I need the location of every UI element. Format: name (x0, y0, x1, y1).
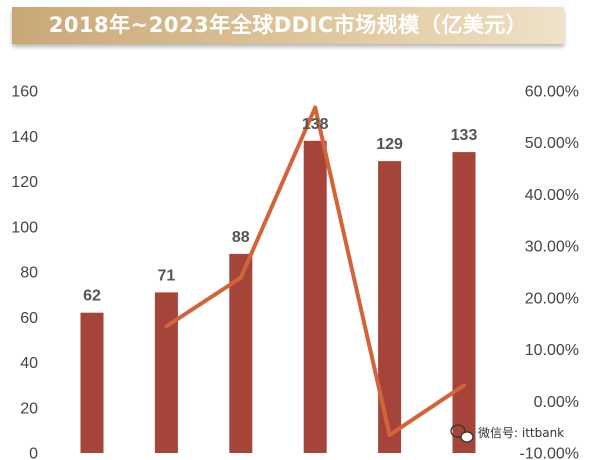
left-tick-label: 60 (20, 310, 38, 327)
bar-data-labels: 62 71 88 138 129 133 (83, 116, 477, 305)
data-label-2018: 62 (83, 288, 101, 305)
right-tick-label: 20.00% (525, 290, 579, 307)
bar-series (80, 140, 476, 454)
data-label-2021: 138 (302, 116, 329, 133)
wechat-id-text: 微信号: ittbank (478, 426, 564, 440)
data-label-2022: 129 (376, 136, 403, 153)
bar-2019 (154, 292, 178, 453)
chart-title: 2018年~2023年全球DDIC市场规模（亿美元） (48, 13, 528, 37)
right-tick-label: 0.00% (534, 394, 579, 411)
left-tick-label: 40 (20, 355, 38, 372)
data-label-2023: 133 (451, 127, 478, 144)
bar-2023 (452, 152, 476, 453)
data-label-2020: 88 (232, 229, 250, 246)
left-tick-label: 160 (11, 84, 38, 101)
bar-2022 (378, 161, 402, 453)
bar-2020 (229, 253, 253, 453)
left-tick-label: 100 (11, 219, 38, 236)
left-axis-ticks: 0 20 40 60 80 100 120 140 160 (11, 84, 38, 460)
right-tick-label: 30.00% (525, 239, 579, 256)
right-tick-label: 50.00% (525, 135, 579, 152)
wechat-icon (450, 424, 474, 443)
right-tick-label: -10.00% (519, 446, 579, 460)
chart-title-banner: 2018年~2023年全球DDIC市场规模（亿美元） (12, 7, 564, 44)
left-tick-label: 140 (11, 129, 38, 146)
right-tick-label: 60.00% (525, 84, 579, 101)
left-tick-label: 80 (20, 265, 38, 282)
left-tick-label: 20 (20, 400, 38, 417)
right-tick-label: 10.00% (525, 342, 579, 359)
left-tick-label: 0 (29, 446, 38, 460)
right-tick-label: 40.00% (525, 187, 579, 204)
bar-2021 (303, 140, 327, 454)
right-axis-ticks: -10.00% 0.00% 10.00% 20.00% 30.00% 40.00% 50.0… (519, 84, 579, 460)
watermark: 微信号: ittbank (450, 424, 564, 443)
bar-2018 (80, 312, 104, 453)
data-label-2019: 71 (158, 267, 176, 284)
left-tick-label: 120 (11, 174, 38, 191)
growth-line-series (164, 105, 466, 437)
